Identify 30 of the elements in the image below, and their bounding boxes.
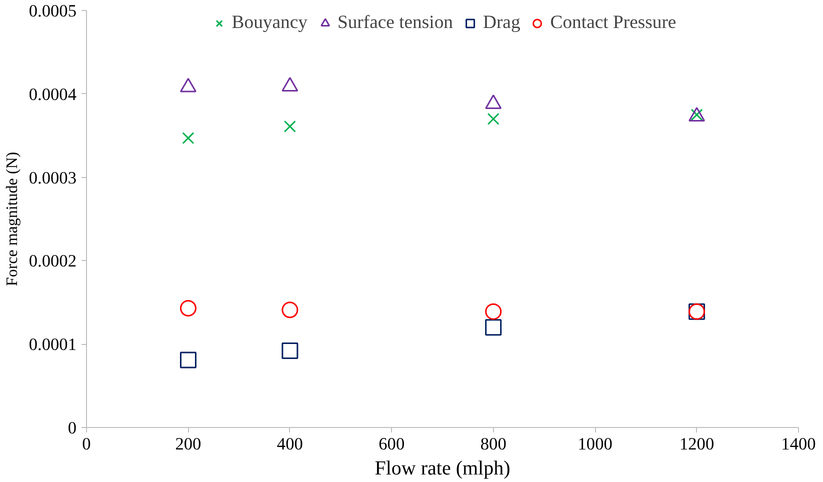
x-tick-label: 1200 bbox=[679, 434, 714, 454]
point bbox=[282, 76, 298, 92]
x-tick-label: 400 bbox=[276, 434, 303, 454]
point bbox=[180, 78, 196, 92]
x-axis-title: Flow rate (mlph) bbox=[374, 458, 510, 480]
x-tick-label: 1400 bbox=[781, 434, 816, 454]
point bbox=[485, 94, 502, 109]
x-tick-label: 1000 bbox=[578, 434, 612, 454]
point bbox=[688, 107, 706, 122]
point bbox=[282, 302, 298, 318]
y-tick-label: 0.0002 bbox=[28, 252, 77, 271]
y-tick-label: 0.0003 bbox=[28, 168, 77, 188]
y-tick-label: 0.0005 bbox=[28, 2, 77, 20]
point bbox=[180, 352, 196, 368]
legend-label: Surface tension bbox=[337, 12, 453, 34]
legend-label: Contact Pressure bbox=[550, 12, 676, 34]
legend-label: Bouyancy bbox=[232, 12, 308, 34]
x-tick-label: 600 bbox=[378, 434, 405, 454]
y-tick-label: 0.0004 bbox=[28, 84, 77, 104]
point bbox=[485, 303, 502, 320]
point bbox=[180, 300, 196, 316]
y-tick-label: 0 bbox=[68, 418, 77, 438]
x-tick-label: 800 bbox=[480, 434, 506, 454]
point bbox=[282, 342, 298, 360]
x-tick-label: 0 bbox=[82, 434, 91, 454]
y-axis-title: Force magnitude (N) bbox=[4, 152, 21, 286]
y-tick-label: 0.0001 bbox=[28, 335, 77, 354]
point bbox=[485, 319, 502, 336]
legend-label: Drag bbox=[482, 12, 520, 34]
x-tick-label: 200 bbox=[175, 434, 202, 454]
